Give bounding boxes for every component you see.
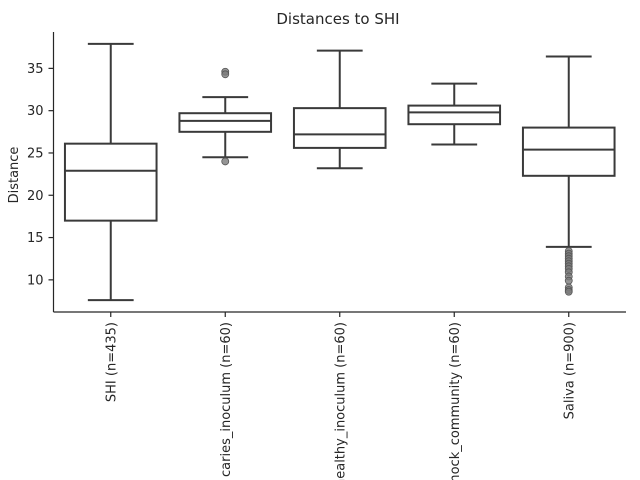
x-tick-label: healthy_inoculum (n=60)	[333, 322, 348, 480]
y-axis-label: Distance	[7, 147, 22, 204]
x-tick-label: Saliva (n=900)	[562, 322, 577, 419]
y-tick-label: 30	[27, 104, 44, 119]
y-tick-label: 15	[27, 231, 44, 246]
box-group	[521, 55, 616, 296]
outlier-point	[564, 287, 573, 296]
outlier-point	[221, 70, 230, 79]
y-tick-label: 35	[27, 62, 44, 77]
box-group	[63, 42, 158, 302]
iqr-box	[63, 142, 158, 222]
iqr-box	[521, 126, 616, 177]
iqr-box	[407, 104, 502, 126]
x-tick-label: mock_community (n=60)	[448, 322, 463, 480]
iqr-box	[178, 112, 273, 133]
chart-title: Distances to SHI	[276, 10, 399, 28]
plot-area: 10 15 20 25 30 35 SHI (n=435) caries_inoculum (…	[27, 42, 616, 480]
box-group	[178, 67, 273, 166]
x-tick-label: SHI (n=435)	[104, 322, 119, 402]
box-group	[407, 82, 502, 146]
box-group	[292, 49, 387, 170]
iqr-box	[292, 107, 387, 149]
y-tick-label: 20	[27, 189, 44, 204]
x-tick-label: caries_inoculum (n=60)	[219, 322, 234, 477]
outlier-point	[564, 276, 573, 285]
y-tick-label: 10	[27, 273, 44, 288]
outlier-point	[221, 157, 230, 166]
y-tick-label: 25	[27, 146, 44, 161]
